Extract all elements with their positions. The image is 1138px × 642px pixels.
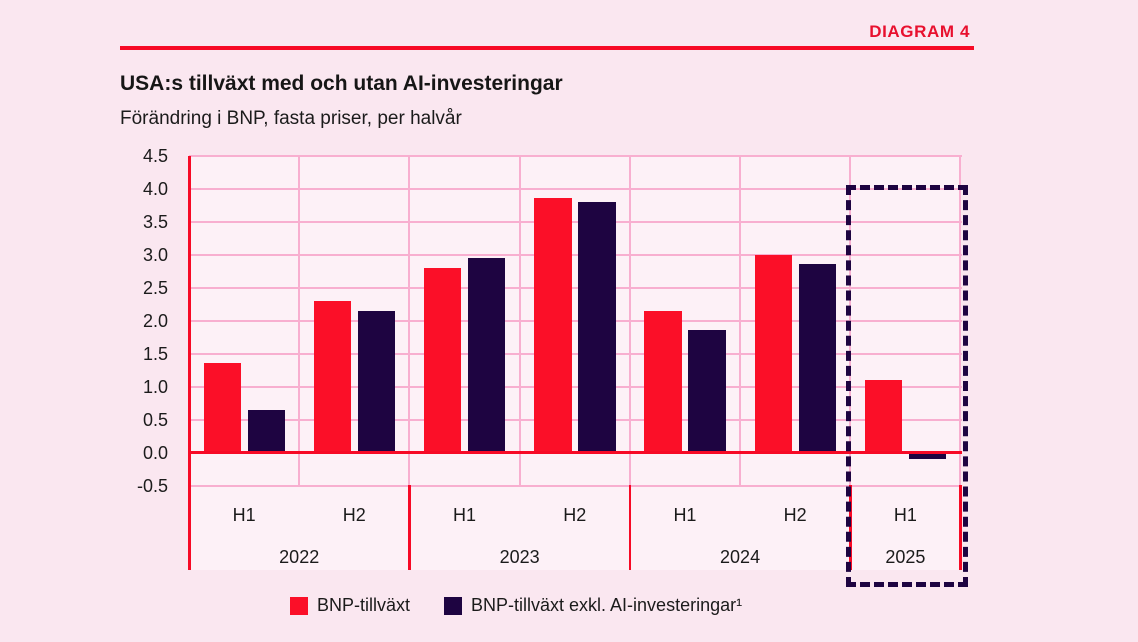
- gridline-x-4: [628, 155, 631, 486]
- legend-label-bnp-exkl-ai: BNP-tillväxt exkl. AI-investeringar¹: [471, 595, 743, 615]
- bar-bnp-2024-h2: [754, 254, 793, 453]
- gridline-y-2.5: [189, 286, 962, 289]
- x-label-2025-h1: H1: [893, 505, 917, 525]
- forecast-highlight-dashed-box: [846, 185, 968, 587]
- legend-item-bnp-tillvaxt: BNP-tillväxt: [290, 595, 410, 616]
- plot-right-border: [959, 155, 961, 486]
- x-label-2023-h1: H1: [453, 505, 477, 525]
- y-tick-label--0.5: -0.5: [136, 475, 168, 496]
- x-label-year-2025: 2025: [885, 547, 926, 567]
- gridline-y--0.5: [189, 484, 962, 487]
- chart-subtitle: Förändring i BNP, fasta priser, per halv…: [120, 108, 462, 129]
- y-tick-label-4.5: 4.5: [142, 145, 168, 166]
- bar-bnp-exkl-ai-2025-h1: [908, 452, 947, 460]
- legend-label-bnp-tillvaxt: BNP-tillväxt: [317, 595, 411, 615]
- gridline-y-0.5: [189, 418, 962, 421]
- gridline-y-3.0: [189, 253, 962, 256]
- x-label-2023-h2: H2: [563, 505, 587, 525]
- header-rule: [120, 46, 974, 50]
- y-tick-label-4.0: 4.0: [142, 178, 168, 199]
- bar-bnp-2025-h1: [864, 379, 903, 453]
- y-tick-label-1.0: 1.0: [142, 376, 168, 397]
- gridline-y-4.0: [189, 187, 962, 190]
- gridline-y-4.5: [189, 154, 962, 157]
- y-tick-label-3.0: 3.0: [142, 244, 168, 265]
- y-tick-label-2.0: 2.0: [142, 310, 168, 331]
- gridline-y-1.5: [189, 352, 962, 355]
- gridline-y-2.0: [189, 319, 962, 322]
- x-label-2022-h2: H2: [342, 505, 366, 525]
- x-label-2024-h1: H1: [673, 505, 697, 525]
- gridline-y-3.5: [189, 220, 962, 223]
- bar-bnp-exkl-ai-2023-h1: [467, 257, 506, 453]
- bar-bnp-2022-h1: [203, 363, 241, 453]
- gridline-y-1.0: [189, 385, 962, 388]
- bar-bnp-exkl-ai-2022-h2: [357, 310, 396, 453]
- y-axis-line: [187, 155, 191, 570]
- legend-swatch-navy: [444, 596, 463, 615]
- x-label-2022-h1: H1: [232, 505, 256, 525]
- x-label-2024-h2: H2: [783, 505, 807, 525]
- y-tick-label-0.5: 0.5: [142, 409, 168, 430]
- bar-bnp-exkl-ai-2023-h2: [578, 201, 616, 453]
- bar-bnp-exkl-ai-2024-h2: [798, 264, 837, 453]
- chart-legend: BNP-tillväxt BNP-tillväxt exkl. AI-inves…: [290, 595, 742, 616]
- x-label-year-2022: 2022: [279, 547, 320, 567]
- x-label-year-2024: 2024: [720, 547, 761, 567]
- y-tick-label-1.5: 1.5: [142, 343, 168, 364]
- group-divider-2025: [959, 484, 962, 570]
- bar-bnp-2022-h2: [313, 300, 352, 453]
- chart-title: USA:s tillväxt med och utan AI-investeri…: [120, 72, 563, 95]
- zero-line: [189, 451, 962, 454]
- y-tick-label-3.5: 3.5: [142, 211, 168, 232]
- gridline-x-3: [518, 155, 521, 486]
- legend-swatch-red: [290, 596, 308, 615]
- y-tick-label-2.5: 2.5: [142, 277, 168, 298]
- bar-bnp-exkl-ai-2024-h1: [688, 330, 726, 453]
- legend-item-bnp-exkl-ai: BNP-tillväxt exkl. AI-investeringar¹: [444, 595, 742, 616]
- bar-bnp-2024-h1: [644, 310, 682, 453]
- gridline-x-2: [408, 155, 411, 486]
- gridline-x-1: [298, 155, 301, 486]
- y-tick-label-0.0: 0.0: [142, 442, 168, 463]
- x-label-year-2023: 2023: [499, 547, 540, 567]
- bar-bnp-exkl-ai-2022-h1: [247, 409, 285, 453]
- bar-bnp-2023-h1: [423, 267, 462, 453]
- group-divider-2023: [628, 484, 632, 570]
- diagram-number-label: DIAGRAM 4: [869, 22, 970, 41]
- gridline-x-5: [739, 155, 742, 486]
- group-divider-2022: [408, 484, 411, 570]
- bar-bnp-2023-h2: [534, 198, 572, 453]
